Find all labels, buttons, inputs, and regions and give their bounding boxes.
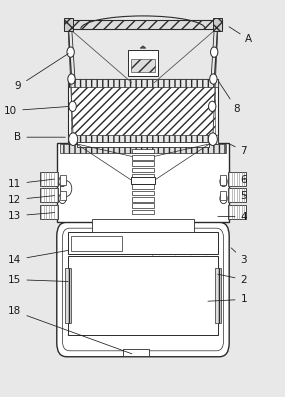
Circle shape — [211, 47, 218, 57]
FancyBboxPatch shape — [65, 268, 71, 323]
FancyBboxPatch shape — [132, 178, 154, 183]
FancyBboxPatch shape — [60, 191, 66, 200]
FancyBboxPatch shape — [132, 161, 154, 166]
FancyBboxPatch shape — [132, 184, 154, 189]
FancyBboxPatch shape — [64, 21, 222, 29]
FancyBboxPatch shape — [40, 188, 58, 202]
Text: B: B — [14, 132, 65, 142]
Text: 5: 5 — [241, 191, 247, 201]
FancyBboxPatch shape — [123, 349, 149, 356]
FancyBboxPatch shape — [132, 168, 154, 172]
FancyBboxPatch shape — [78, 146, 209, 152]
FancyBboxPatch shape — [132, 148, 154, 153]
Circle shape — [220, 193, 227, 204]
Text: 2: 2 — [218, 274, 247, 285]
FancyBboxPatch shape — [228, 188, 246, 202]
FancyBboxPatch shape — [132, 203, 154, 208]
Circle shape — [67, 47, 74, 57]
FancyBboxPatch shape — [60, 144, 226, 153]
Text: 6: 6 — [241, 175, 247, 185]
FancyBboxPatch shape — [128, 50, 158, 76]
FancyBboxPatch shape — [60, 175, 66, 185]
FancyBboxPatch shape — [228, 172, 246, 186]
FancyBboxPatch shape — [68, 135, 218, 144]
Text: 8: 8 — [219, 81, 240, 114]
Circle shape — [220, 176, 227, 187]
FancyBboxPatch shape — [131, 177, 155, 184]
FancyBboxPatch shape — [213, 19, 222, 31]
Circle shape — [59, 193, 66, 204]
FancyBboxPatch shape — [40, 172, 58, 186]
FancyBboxPatch shape — [132, 210, 154, 214]
Circle shape — [69, 101, 76, 112]
FancyBboxPatch shape — [78, 142, 209, 147]
FancyBboxPatch shape — [220, 191, 225, 200]
Circle shape — [209, 101, 216, 112]
FancyBboxPatch shape — [57, 222, 229, 357]
FancyBboxPatch shape — [132, 174, 154, 179]
Text: 7: 7 — [230, 145, 247, 156]
FancyBboxPatch shape — [68, 79, 218, 87]
Circle shape — [69, 133, 78, 145]
FancyBboxPatch shape — [68, 232, 218, 254]
Text: 14: 14 — [8, 251, 68, 265]
FancyBboxPatch shape — [92, 220, 194, 232]
Text: 9: 9 — [15, 54, 68, 91]
FancyBboxPatch shape — [57, 143, 229, 222]
Text: 15: 15 — [8, 275, 68, 285]
Circle shape — [60, 181, 72, 197]
Text: 11: 11 — [8, 179, 55, 189]
Circle shape — [59, 176, 66, 187]
Circle shape — [68, 74, 75, 84]
Circle shape — [210, 74, 217, 84]
Text: 10: 10 — [4, 106, 68, 116]
FancyBboxPatch shape — [132, 197, 154, 202]
Text: A: A — [229, 27, 253, 44]
Text: 4: 4 — [218, 212, 247, 222]
Text: 3: 3 — [231, 248, 247, 265]
FancyBboxPatch shape — [220, 175, 225, 185]
FancyBboxPatch shape — [68, 256, 218, 335]
Text: 13: 13 — [8, 211, 55, 221]
FancyBboxPatch shape — [71, 236, 122, 251]
FancyBboxPatch shape — [131, 59, 155, 72]
FancyBboxPatch shape — [215, 268, 221, 323]
Text: 1: 1 — [208, 295, 247, 304]
Circle shape — [208, 133, 217, 145]
FancyBboxPatch shape — [68, 79, 218, 144]
FancyBboxPatch shape — [132, 191, 154, 195]
FancyBboxPatch shape — [64, 19, 73, 31]
FancyBboxPatch shape — [132, 155, 154, 160]
FancyBboxPatch shape — [40, 205, 58, 220]
FancyBboxPatch shape — [228, 205, 246, 220]
Text: 12: 12 — [8, 195, 55, 205]
Text: 18: 18 — [8, 306, 132, 354]
